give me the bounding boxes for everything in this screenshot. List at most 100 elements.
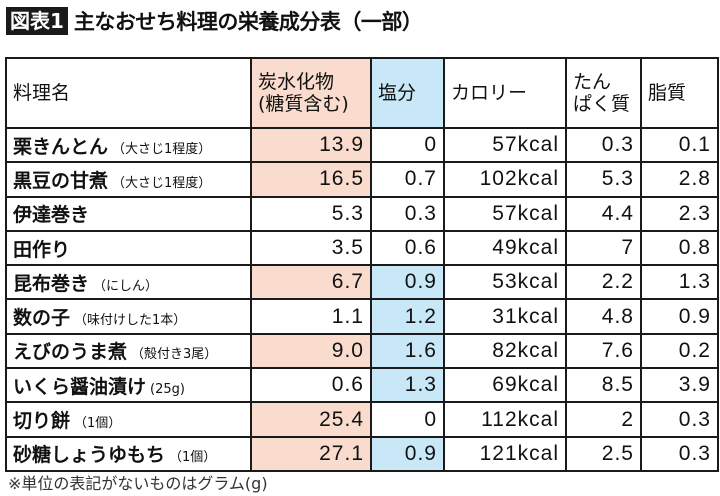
fat-cell: 1.3: [640, 264, 719, 301]
fat-cell: 2.8: [640, 161, 719, 198]
dish-name: 切り餅: [13, 410, 71, 433]
salt-cell: 0.6: [370, 229, 445, 267]
fat-cell: 2.3: [640, 195, 719, 232]
dish-name: 栗きんとん: [13, 135, 109, 158]
table-row: 数の子 （味付けした1本） 1.1 1.2 31kcal 4.8 0.9: [5, 298, 719, 335]
header-row: 料理名 炭水化物 (糖質含む) 塩分 カロリー たん ぱく質 脂質: [5, 57, 719, 129]
protein-cell: 2.5: [565, 435, 642, 472]
table-row: 伊達巻き 5.3 0.3 57kcal 4.4 2.3: [5, 195, 719, 232]
carbohydrate-cell: 5.3: [250, 195, 372, 232]
dish-name-cell: いくら醤油漬け (25g): [5, 367, 252, 404]
calories-cell: 112kcal: [443, 401, 567, 438]
fat-cell: 3.9: [640, 367, 719, 404]
dish-name-cell: 黒豆の甘煮 （大さじ1程度）: [5, 161, 252, 198]
carbohydrate-cell: 13.9: [250, 126, 372, 164]
header-dish: 料理名: [5, 57, 252, 129]
carbohydrate-cell: 0.6: [250, 367, 372, 404]
header-fat: 脂質: [640, 57, 719, 129]
fat-cell: 0.3: [640, 435, 719, 472]
dish-name: いくら醤油漬け: [13, 375, 147, 398]
dish-portion-note: （大さじ1程度）: [112, 141, 212, 157]
dish-name-cell: 伊達巻き: [5, 195, 252, 232]
calories-cell: 31kcal: [443, 298, 567, 335]
salt-cell: 1.6: [370, 332, 445, 370]
salt-cell: 0: [370, 401, 445, 438]
header-carbohydrate: 炭水化物 (糖質含む): [250, 57, 372, 129]
fat-cell: 0.2: [640, 332, 719, 370]
protein-cell: 8.5: [565, 367, 642, 404]
dish-name-cell: えびのうま煮 （殻付き3尾）: [5, 332, 252, 370]
figure-title: 図表1 主なおせち料理の栄養成分表（一部）: [6, 6, 423, 36]
salt-cell: 0.9: [370, 264, 445, 301]
carbohydrate-cell: 25.4: [250, 401, 372, 438]
protein-cell: 7: [565, 229, 642, 267]
protein-cell: 5.3: [565, 161, 642, 198]
carbohydrate-cell: 9.0: [250, 332, 372, 370]
dish-portion-note: （1個）: [169, 450, 217, 466]
table-row: 切り餅 （1個） 25.4 0 112kcal 2 0.3: [5, 401, 719, 438]
protein-cell: 4.8: [565, 298, 642, 335]
dish-name: 黒豆の甘煮: [13, 169, 109, 192]
dish-portion-note: （味付けした1本）: [74, 313, 187, 329]
dish-name-cell: 砂糖しょうゆもち （1個）: [5, 435, 252, 472]
dish-name-cell: 切り餅 （1個）: [5, 401, 252, 438]
table-row: 田作り 3.5 0.6 49kcal 7 0.8: [5, 229, 719, 267]
nutrition-table: 料理名 炭水化物 (糖質含む) 塩分 カロリー たん ぱく質 脂質 栗きんとん（…: [5, 57, 719, 472]
salt-cell: 0.7: [370, 161, 445, 198]
dish-portion-note: （殻付き3尾）: [131, 347, 218, 363]
carbohydrate-cell: 3.5: [250, 229, 372, 267]
table-row: 黒豆の甘煮 （大さじ1程度） 16.5 0.7 102kcal 5.3 2.8: [5, 161, 719, 198]
protein-cell: 2: [565, 401, 642, 438]
dish-portion-note: (25g): [150, 381, 185, 397]
table-row: 砂糖しょうゆもち （1個） 27.1 0.9 121kcal 2.5 0.3: [5, 435, 719, 472]
table-row: 栗きんとん （大さじ1程度） 13.9 0 57kcal 0.3 0.1: [5, 126, 719, 164]
dish-name: 昆布巻き: [13, 272, 90, 295]
table-row: えびのうま煮 （殻付き3尾） 9.0 1.6 82kcal 7.6 0.2: [5, 332, 719, 370]
table-row: いくら醤油漬け (25g) 0.6 1.3 69kcal 8.5 3.9: [5, 367, 719, 404]
protein-cell: 2.2: [565, 264, 642, 301]
header-protein: たん ぱく質: [565, 57, 642, 129]
dish-portion-note: （1個）: [74, 416, 122, 432]
fat-cell: 0.8: [640, 229, 719, 267]
carbohydrate-cell: 6.7: [250, 264, 372, 301]
calories-cell: 57kcal: [443, 195, 567, 232]
calories-cell: 69kcal: [443, 367, 567, 404]
dish-name: 伊達巻き: [13, 204, 90, 227]
carbohydrate-cell: 27.1: [250, 435, 372, 472]
header-salt: 塩分: [370, 57, 445, 129]
salt-cell: 0.3: [370, 195, 445, 232]
title-text: 主なおせち料理の栄養成分表（一部）: [73, 10, 423, 34]
table-row: 昆布巻き （にしん） 6.7 0.9 53kcal 2.2 1.3: [5, 264, 719, 301]
protein-cell: 4.4: [565, 195, 642, 232]
salt-cell: 0.9: [370, 435, 445, 472]
dish-name-cell: 田作り: [5, 229, 252, 267]
salt-cell: 0: [370, 126, 445, 164]
calories-cell: 82kcal: [443, 332, 567, 370]
dish-name: えびのうま煮: [13, 341, 128, 364]
carbohydrate-cell: 16.5: [250, 161, 372, 198]
header-calories: カロリー: [443, 57, 567, 129]
calories-cell: 49kcal: [443, 229, 567, 267]
dish-name: 数の子: [13, 307, 71, 330]
dish-name: 田作り: [13, 238, 71, 261]
carbohydrate-cell: 1.1: [250, 298, 372, 335]
dish-name: 砂糖しょうゆもち: [13, 444, 166, 467]
protein-cell: 0.3: [565, 126, 642, 164]
protein-cell: 7.6: [565, 332, 642, 370]
dish-name-cell: 栗きんとん （大さじ1程度）: [5, 126, 252, 164]
calories-cell: 102kcal: [443, 161, 567, 198]
fat-cell: 0.3: [640, 401, 719, 438]
fat-cell: 0.1: [640, 126, 719, 164]
dish-name-cell: 数の子 （味付けした1本）: [5, 298, 252, 335]
salt-cell: 1.3: [370, 367, 445, 404]
dish-portion-note: （にしん）: [93, 278, 159, 294]
footnote: ※単位の表記がないものはグラム(g): [8, 474, 268, 493]
calories-cell: 57kcal: [443, 126, 567, 164]
calories-cell: 53kcal: [443, 264, 567, 301]
calories-cell: 121kcal: [443, 435, 567, 472]
fat-cell: 0.9: [640, 298, 719, 335]
dish-name-cell: 昆布巻き （にしん）: [5, 264, 252, 301]
salt-cell: 1.2: [370, 298, 445, 335]
dish-portion-note: （大さじ1程度）: [112, 175, 212, 191]
figure-badge: 図表1: [6, 7, 68, 35]
